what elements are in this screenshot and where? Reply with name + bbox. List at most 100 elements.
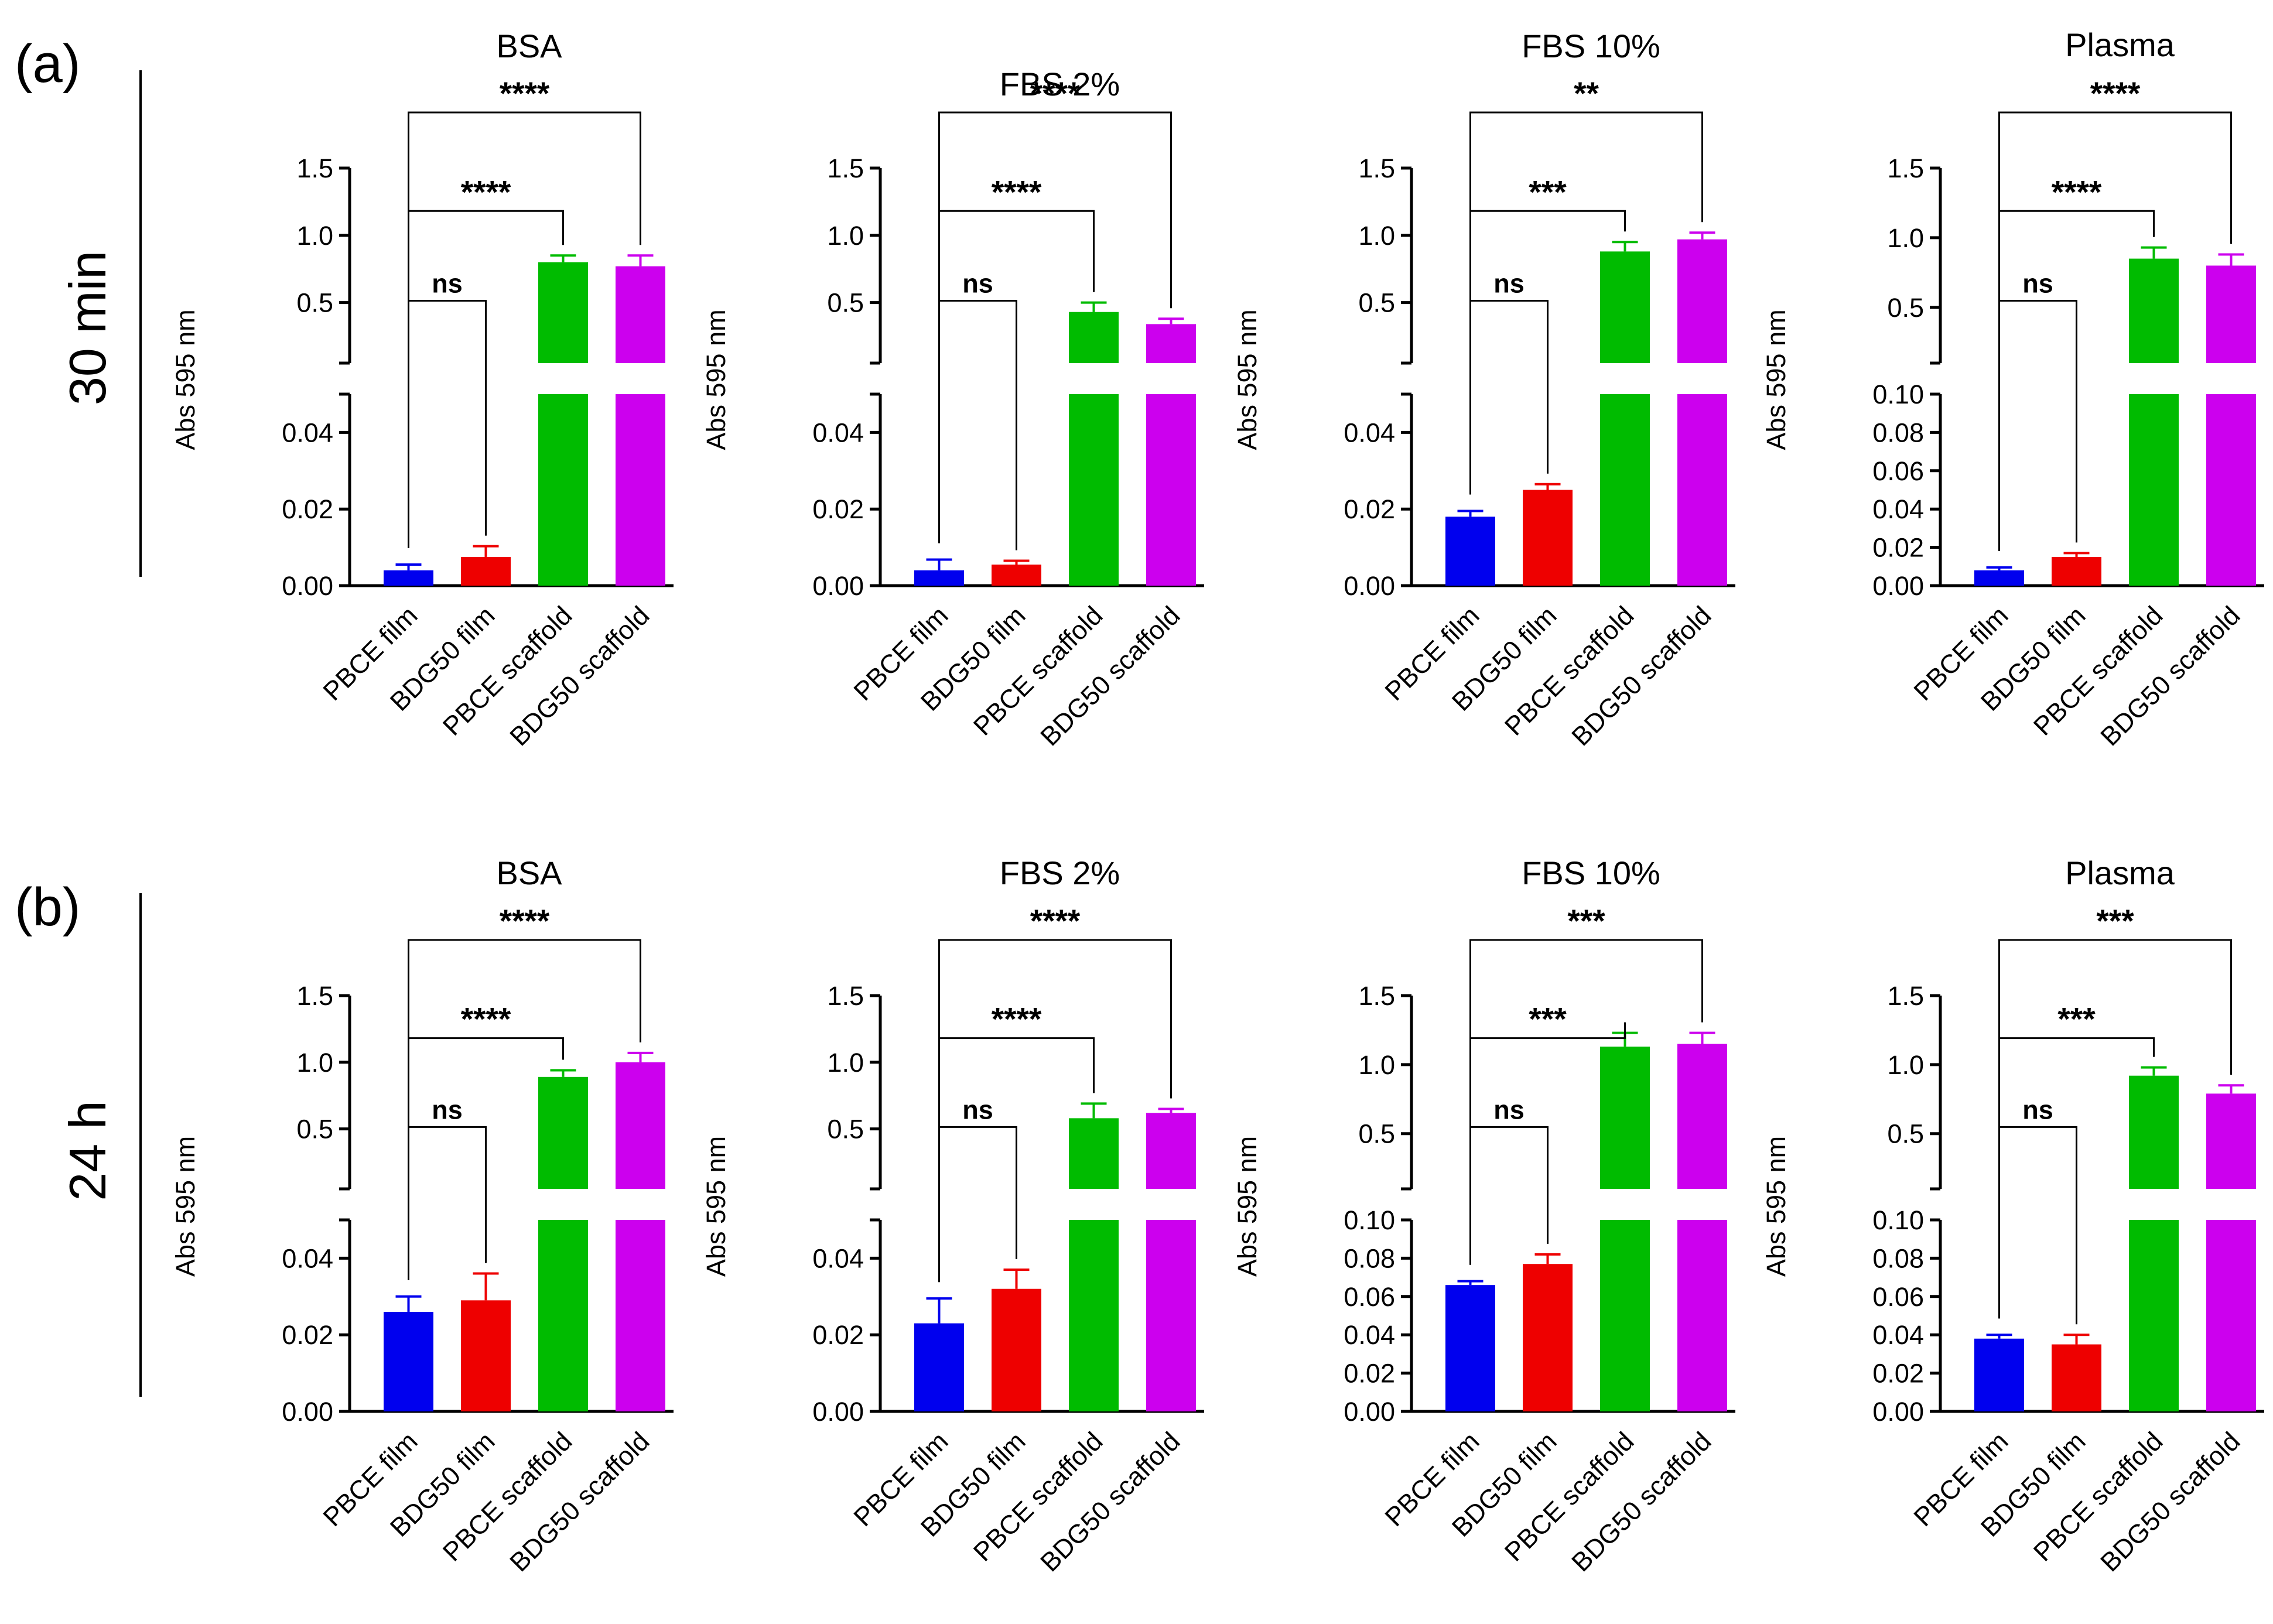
chart-title: FBS 2% <box>1000 66 1120 102</box>
bar-bdg50-scaffold-upper-part <box>616 1062 665 1189</box>
bar-bdg50-scaffold-upper-part <box>2206 1093 2256 1189</box>
significance-label: **** <box>1030 75 1081 111</box>
y-tick-label: 1.5 <box>827 153 864 183</box>
y-tick-label: 0.04 <box>1344 1320 1395 1350</box>
significance-bracket: ns <box>1998 1095 2077 1325</box>
bar-pbce-film <box>384 1311 433 1411</box>
significance-bracket: ns <box>1469 268 1549 495</box>
y-tick-label: 0.04 <box>282 1243 333 1273</box>
bar-pbce-film <box>914 570 964 586</box>
bar-pbce-scaffold-upper-part <box>538 262 588 363</box>
y-tick-label: 0.5 <box>1358 1119 1395 1149</box>
x-tick-label: BDG50 scaffold <box>1034 1426 1185 1577</box>
y-axis-label: Abs 595 nm <box>1761 1136 1791 1277</box>
significance-bracket: ** <box>1469 75 1703 495</box>
y-tick-label: 0.08 <box>1344 1243 1395 1273</box>
y-axis-label: Abs 595 nm <box>170 1136 200 1277</box>
panel-letter: (b) <box>15 877 80 937</box>
y-tick-label: 0.5 <box>296 288 333 318</box>
significance-bracket: **** <box>938 902 1172 1283</box>
y-tick-label: 1.0 <box>296 221 333 251</box>
y-tick-label: 0.00 <box>1872 1397 1924 1427</box>
bar-pbce-film <box>1974 570 2024 586</box>
y-tick-label: 1.5 <box>296 153 333 183</box>
significance-bracket: *** <box>1469 902 1703 1265</box>
bar-bdg50-scaffold-lower-part <box>2206 394 2256 586</box>
y-axis-label: Abs 595 nm <box>701 309 731 450</box>
bar-pbce-film <box>914 1323 964 1411</box>
chart-title: FBS 2% <box>1000 854 1120 891</box>
bar-bdg50-scaffold-upper-part <box>2206 265 2256 363</box>
y-tick-label: 1.0 <box>827 1048 864 1078</box>
y-tick-label: 0.08 <box>1872 1243 1924 1273</box>
y-tick-label: 0.02 <box>812 494 864 524</box>
bar-bdg50-film <box>1523 490 1573 586</box>
y-tick-label: 0.5 <box>1358 288 1395 318</box>
bar-bdg50-film <box>2052 1344 2101 1411</box>
y-tick-label: 0.02 <box>1344 494 1395 524</box>
bar-pbce-film <box>1445 1285 1495 1411</box>
significance-label: **** <box>1030 902 1081 939</box>
bar-pbce-scaffold-lower-part <box>1069 394 1119 586</box>
chart-fbs-2--row0: FBS 2%Abs 595 nm0.000.020.040.51.01.5PBC… <box>701 66 1204 751</box>
significance-bracket: **** <box>408 902 641 1280</box>
significance-label: **** <box>500 902 550 939</box>
y-axis-label: Abs 595 nm <box>1232 1136 1262 1277</box>
y-tick-label: 1.5 <box>1887 981 1924 1011</box>
y-tick-label: 1.5 <box>296 981 333 1011</box>
y-axis-label: Abs 595 nm <box>1232 309 1262 450</box>
bar-pbce-scaffold-upper-part <box>538 1076 588 1189</box>
significance-label: **** <box>500 75 550 111</box>
y-tick-label: 1.0 <box>1887 223 1924 253</box>
y-tick-label: 0.00 <box>1872 571 1924 601</box>
bar-bdg50-scaffold-lower-part <box>2206 1220 2256 1411</box>
y-tick-label: 0.00 <box>1344 571 1395 601</box>
y-tick-label: 1.0 <box>296 1048 333 1078</box>
x-tick-label: BDG50 scaffold <box>2094 600 2245 751</box>
chart-fbs-2--row1: FBS 2%Abs 595 nm0.000.020.040.51.01.5PBC… <box>701 854 1204 1577</box>
bar-pbce-scaffold-lower-part <box>2129 394 2179 586</box>
bar-bdg50-scaffold-upper-part <box>1146 324 1196 363</box>
significance-label: **** <box>2052 173 2102 210</box>
time-label: 24 h <box>59 1100 117 1201</box>
y-axis-label: Abs 595 nm <box>170 309 200 450</box>
chart-title: BSA <box>496 854 562 891</box>
y-tick-label: 0.00 <box>282 1397 333 1427</box>
chart-fbs-10--row0: FBS 10%Abs 595 nm0.000.020.040.51.01.5PB… <box>1232 28 1735 751</box>
x-tick-label: BDG50 scaffold <box>504 600 655 751</box>
bar-pbce-film <box>1445 517 1495 586</box>
significance-label: *** <box>1567 902 1605 939</box>
x-tick-label: BDG50 scaffold <box>1566 600 1717 751</box>
bar-bdg50-film <box>992 1288 1041 1411</box>
significance-label: ns <box>1493 268 1525 298</box>
y-tick-label: 0.04 <box>812 418 864 447</box>
significance-bracket: ns <box>938 1095 1017 1283</box>
significance-bracket: ns <box>408 268 487 549</box>
bar-pbce-film <box>384 570 433 586</box>
significance-label: **** <box>2090 75 2141 111</box>
y-tick-label: 0.02 <box>1344 1359 1395 1389</box>
significance-label: ns <box>2022 268 2053 298</box>
y-tick-label: 1.0 <box>827 221 864 251</box>
x-tick-label: BDG50 scaffold <box>1566 1426 1717 1577</box>
bar-pbce-scaffold-lower-part <box>1600 1220 1650 1411</box>
y-tick-label: 0.10 <box>1872 379 1924 409</box>
bar-bdg50-scaffold-upper-part <box>1677 239 1727 363</box>
significance-label: *** <box>1529 173 1567 210</box>
y-tick-label: 0.06 <box>1872 456 1924 486</box>
significance-label: ns <box>1493 1095 1525 1124</box>
y-axis-label: Abs 595 nm <box>1761 309 1791 450</box>
y-tick-label: 0.08 <box>1872 418 1924 447</box>
bar-pbce-scaffold-upper-part <box>2129 1075 2179 1189</box>
y-tick-label: 0.00 <box>1344 1397 1395 1427</box>
chart-title: BSA <box>496 28 562 64</box>
bar-bdg50-scaffold-lower-part <box>1677 1220 1727 1411</box>
significance-label: ns <box>2022 1095 2053 1124</box>
bar-bdg50-scaffold-lower-part <box>616 394 665 586</box>
bar-bdg50-film <box>992 565 1041 586</box>
significance-bracket: ns <box>938 268 1017 551</box>
